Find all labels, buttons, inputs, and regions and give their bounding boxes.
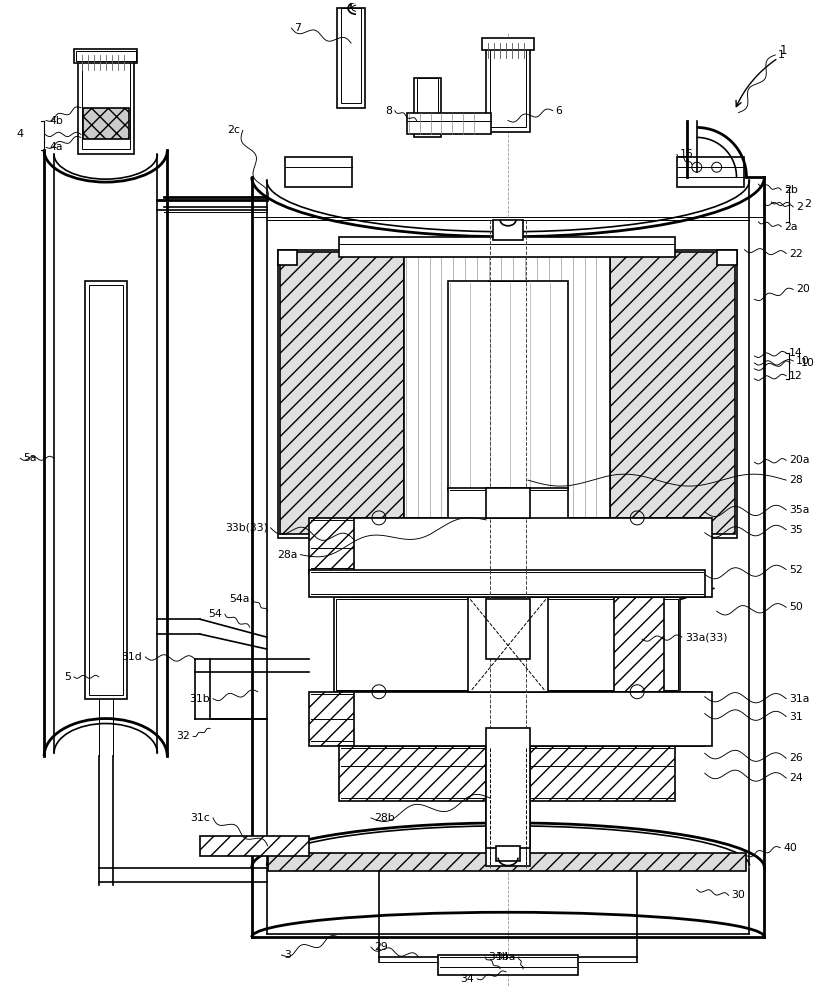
Bar — [490, 43, 526, 127]
Bar — [417, 78, 439, 132]
Bar — [468, 597, 547, 692]
Text: 29: 29 — [374, 942, 388, 952]
Bar — [486, 746, 530, 866]
Text: 12: 12 — [789, 371, 803, 381]
Bar — [336, 599, 678, 690]
Text: 4a: 4a — [49, 142, 63, 152]
Text: 26: 26 — [789, 753, 803, 763]
Text: 40: 40 — [784, 843, 797, 853]
Text: 2: 2 — [804, 199, 811, 209]
Bar — [279, 252, 404, 534]
Text: 31: 31 — [789, 712, 803, 722]
Text: 22: 22 — [789, 249, 803, 259]
Bar — [76, 51, 136, 61]
Text: 14: 14 — [789, 348, 803, 358]
Bar — [310, 570, 705, 597]
Bar — [614, 597, 664, 692]
Bar — [486, 488, 530, 518]
Bar — [486, 728, 530, 848]
Text: 4b: 4b — [49, 116, 63, 126]
Bar — [717, 250, 736, 265]
Text: 2b: 2b — [784, 185, 798, 195]
Bar — [610, 252, 734, 534]
Bar — [449, 281, 568, 490]
Text: 4: 4 — [16, 129, 24, 139]
Bar — [74, 49, 137, 63]
Bar — [200, 836, 310, 856]
Text: 28b: 28b — [374, 813, 395, 823]
Bar — [284, 157, 352, 187]
Text: 28: 28 — [789, 475, 803, 485]
Text: 8: 8 — [385, 106, 392, 116]
Text: 2a: 2a — [784, 222, 797, 232]
Text: 5: 5 — [64, 672, 71, 682]
Bar — [339, 746, 675, 801]
Bar — [677, 157, 744, 187]
Bar — [78, 55, 133, 154]
Bar — [278, 250, 736, 538]
Text: 6: 6 — [556, 106, 563, 116]
Text: 5a: 5a — [23, 453, 37, 463]
Text: 31a: 31a — [789, 694, 810, 704]
Text: 33a(33): 33a(33) — [685, 632, 727, 642]
Text: 52: 52 — [789, 565, 803, 575]
Bar — [268, 853, 747, 871]
Bar — [486, 43, 530, 132]
Text: 31d: 31d — [122, 652, 142, 662]
Bar — [89, 285, 123, 695]
Bar — [449, 488, 568, 568]
Text: 1: 1 — [779, 44, 787, 57]
Text: 28a: 28a — [277, 550, 297, 560]
Text: 33b(33): 33b(33) — [225, 523, 268, 533]
Bar — [486, 599, 530, 659]
Bar — [339, 237, 675, 257]
Bar — [278, 250, 297, 265]
Bar — [310, 518, 705, 573]
Text: 7: 7 — [294, 23, 301, 33]
Bar — [493, 220, 523, 240]
Bar — [83, 108, 128, 139]
Text: 50: 50 — [789, 602, 803, 612]
Text: 10: 10 — [801, 358, 815, 368]
Text: 1: 1 — [779, 50, 785, 60]
Text: 34a: 34a — [496, 952, 516, 962]
Bar — [85, 281, 127, 699]
Text: 34: 34 — [461, 974, 474, 984]
Bar — [496, 846, 520, 861]
Bar — [404, 252, 610, 534]
Bar — [342, 8, 361, 103]
Text: 31b: 31b — [190, 694, 210, 704]
Text: 16: 16 — [680, 149, 694, 159]
Bar — [354, 518, 712, 597]
Text: 20a: 20a — [789, 455, 810, 465]
Text: 2c: 2c — [227, 125, 240, 135]
Text: 31c: 31c — [190, 813, 210, 823]
Bar — [413, 78, 441, 137]
Text: 32: 32 — [176, 731, 190, 741]
Bar — [354, 692, 712, 746]
Text: 30: 30 — [731, 890, 745, 900]
Text: 54: 54 — [208, 609, 222, 619]
Text: 2: 2 — [796, 202, 803, 212]
Bar — [82, 55, 130, 149]
Text: 35a: 35a — [789, 505, 810, 515]
Text: 35: 35 — [789, 525, 803, 535]
Bar — [482, 38, 534, 50]
Text: 10: 10 — [796, 356, 810, 366]
Bar — [439, 955, 578, 975]
Text: 34b: 34b — [489, 952, 509, 962]
Text: 20: 20 — [796, 284, 810, 294]
Bar — [407, 113, 491, 134]
Bar — [310, 692, 705, 746]
Text: 54a: 54a — [230, 594, 250, 604]
Text: 24: 24 — [789, 773, 803, 783]
Text: 3: 3 — [284, 950, 292, 960]
Bar — [337, 8, 365, 108]
Bar — [334, 597, 680, 692]
